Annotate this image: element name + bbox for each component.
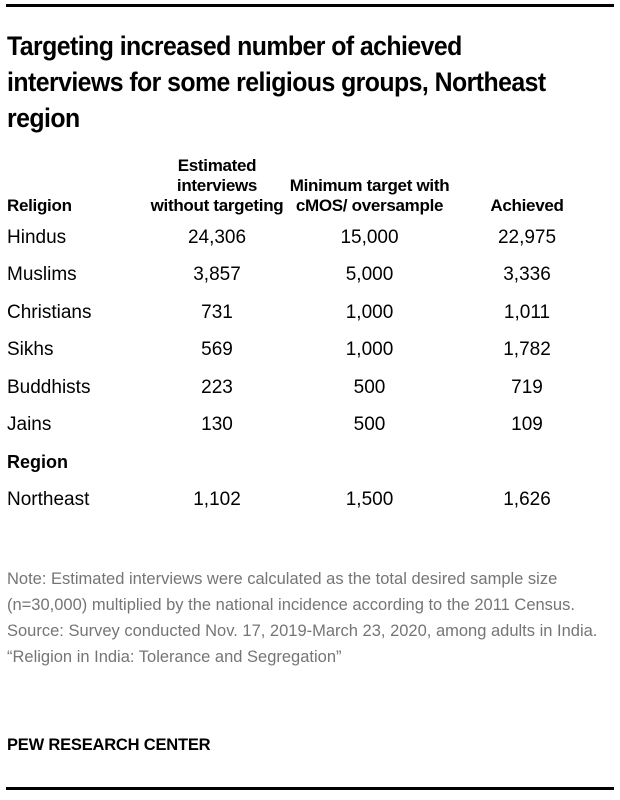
- cell-minimum: 15,000: [340, 226, 399, 248]
- cell-estimated: 223: [201, 376, 233, 398]
- top-rule: [6, 4, 614, 7]
- cell-estimated: 731: [201, 301, 233, 323]
- cell-achieved: 719: [511, 376, 543, 398]
- table-row: Muslims 3,857 5,000 3,336: [7, 257, 602, 295]
- row-label: Northeast: [7, 489, 90, 511]
- table-row: Christians 731 1,000 1,011: [7, 294, 602, 332]
- header-religion: Religion: [7, 196, 72, 215]
- section-label: Region: [7, 452, 68, 473]
- row-label: Christians: [7, 301, 92, 323]
- cell-achieved: 1,626: [503, 489, 551, 511]
- brand-logo-text: PEW RESEARCH CENTER: [7, 736, 211, 754]
- cell-minimum: 1,500: [345, 489, 394, 511]
- header-achieved: Achieved: [490, 196, 564, 215]
- cell-estimated: 1,102: [193, 489, 241, 511]
- cell-minimum: 1,000: [345, 301, 394, 323]
- cell-minimum: 500: [353, 414, 386, 436]
- cell-achieved: 3,336: [503, 264, 551, 286]
- cell-minimum: 5,000: [345, 264, 394, 286]
- table-row: Buddhists 223 500 719: [7, 369, 602, 407]
- cell-estimated: 24,306: [187, 226, 247, 248]
- section-header-region: Region: [7, 444, 602, 482]
- row-label: Buddhists: [7, 376, 91, 398]
- table-row: Sikhs 569 1,000 1,782: [7, 332, 602, 370]
- table-row: Jains 130 500 109: [7, 407, 602, 445]
- cell-achieved: 1,011: [503, 301, 551, 323]
- cell-estimated: 3,857: [193, 264, 241, 286]
- table-row: Hindus 24,306 15,000 22,975: [7, 219, 602, 257]
- cell-estimated: 130: [201, 414, 233, 436]
- header-estimated: Estimated interviews without targeting: [150, 156, 284, 215]
- bottom-rule: [6, 787, 614, 790]
- row-label: Sikhs: [7, 339, 54, 361]
- footnotes: Note: Estimated interviews were calculat…: [7, 566, 613, 670]
- cell-minimum: 500: [353, 376, 386, 398]
- row-label: Hindus: [7, 226, 67, 248]
- header-row: Religion Estimated interviews without ta…: [7, 156, 602, 219]
- row-label: Muslims: [7, 264, 77, 286]
- note-text: Note: Estimated interviews were calculat…: [7, 570, 575, 614]
- data-table: Religion Estimated interviews without ta…: [7, 156, 602, 519]
- row-label: Jains: [7, 414, 52, 436]
- report-title: “Religion in India: Tolerance and Segreg…: [7, 648, 342, 666]
- table-row: Northeast 1,102 1,500 1,626: [7, 482, 602, 520]
- cell-achieved: 22,975: [497, 226, 557, 248]
- cell-achieved: 1,782: [503, 339, 551, 361]
- cell-estimated: 569: [201, 339, 233, 361]
- source-text: Source: Survey conducted Nov. 17, 2019-M…: [7, 622, 598, 640]
- cell-achieved: 109: [511, 414, 543, 436]
- header-minimum: Minimum target with cMOS/ oversample: [289, 176, 450, 215]
- chart-title: Targeting increased number of achieved i…: [7, 31, 546, 133]
- cell-minimum: 1,000: [345, 339, 394, 361]
